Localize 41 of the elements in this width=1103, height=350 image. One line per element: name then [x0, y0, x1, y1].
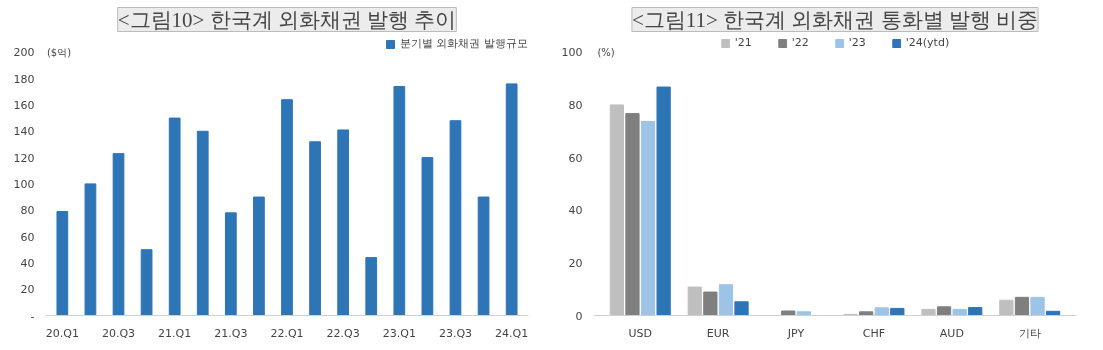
x-tick-label: CHF — [862, 326, 886, 340]
x-tick-label: EUR — [706, 326, 730, 340]
y-tick-label: 20 — [20, 283, 35, 297]
x-tick-label: AUD — [939, 326, 964, 340]
legend-label: 분기별 외화채권 발행규모 — [400, 36, 528, 51]
x-tick-label: 21.Q1 — [158, 326, 192, 340]
x-tick-label: 24.Q1 — [495, 326, 529, 340]
y-tick-label: - — [30, 309, 35, 323]
legend-label: '24(ytd) — [905, 36, 950, 49]
y-tick-label: 180 — [13, 72, 35, 86]
annotation: (%) — [597, 46, 615, 58]
y-tick-label: 40 — [20, 256, 35, 270]
y-tick-label: 100 — [13, 177, 35, 191]
x-tick-label: 22.Q3 — [326, 326, 360, 340]
y-tick-label: 80 — [568, 98, 583, 112]
chart-title: <그림11> 한국계 외화채권 통화별 발행 비중 — [631, 7, 1039, 32]
chart-title: <그림10> 한국계 외화채권 발행 추이 — [117, 7, 457, 32]
x-tick-label: 22.Q1 — [270, 326, 304, 340]
x-tick-label: USD — [628, 326, 653, 340]
y-tick-label: 0 — [575, 309, 583, 323]
y-tick-label: 20 — [568, 256, 583, 270]
x-tick-label: 20.Q3 — [101, 326, 136, 340]
x-tick-label: 23.Q1 — [382, 326, 416, 340]
y-tick-label: 80 — [20, 204, 35, 218]
x-tick-label: 21.Q3 — [214, 326, 248, 340]
x-tick-label: 20.Q1 — [45, 326, 79, 340]
legend-label: '21 — [734, 36, 753, 49]
legend-label: '23 — [848, 36, 867, 49]
legend-label: '22 — [791, 36, 810, 49]
x-tick-label: 23.Q3 — [438, 326, 473, 340]
y-tick-label: 40 — [568, 204, 583, 218]
y-tick-label: 140 — [13, 125, 35, 139]
annotation: ($억) — [46, 46, 72, 58]
x-tick-label: JPY — [786, 326, 805, 340]
y-tick-label: 100 — [561, 46, 583, 60]
y-tick-label: 60 — [20, 230, 35, 244]
y-tick-label: 160 — [13, 98, 35, 112]
y-tick-label: 60 — [568, 151, 583, 165]
x-tick-label: 기타 — [1018, 326, 1041, 340]
y-tick-label: 120 — [13, 151, 35, 165]
y-tick-label: 200 — [13, 46, 35, 60]
